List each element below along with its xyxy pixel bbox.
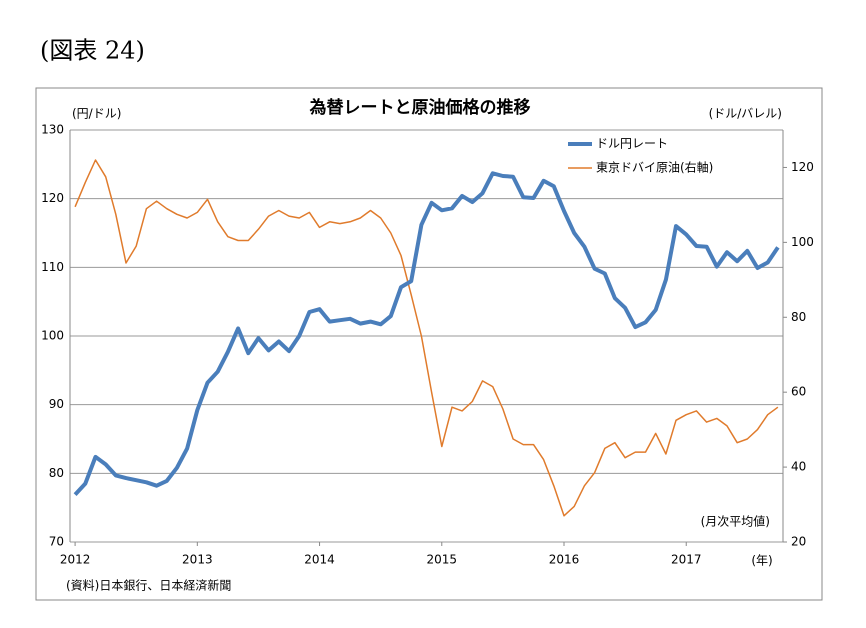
x-tick-label: 2014 bbox=[304, 553, 335, 567]
caption: (図表 24) bbox=[40, 37, 145, 65]
line-series bbox=[74, 159, 779, 517]
x-tick-label: 2016 bbox=[549, 553, 580, 567]
y2-tick-label: 20 bbox=[791, 535, 806, 549]
legend-label: ドル円レート bbox=[596, 137, 668, 151]
chart-frame bbox=[35, 87, 823, 601]
y-tick-label: 120 bbox=[41, 191, 64, 205]
x-tick-label: 2012 bbox=[60, 553, 91, 567]
y2-tick-label: 120 bbox=[791, 160, 814, 174]
y-tick-label: 130 bbox=[41, 123, 64, 137]
x-tick-label: 2013 bbox=[182, 553, 213, 567]
annotation: (月次平均値) bbox=[701, 514, 770, 529]
y-axis-label: (円/ドル) bbox=[72, 107, 121, 121]
source: (資料)日本銀行、日本経済新聞 bbox=[66, 578, 231, 593]
y-tick-label: 90 bbox=[49, 397, 64, 411]
line-series bbox=[73, 171, 780, 496]
y2-tick-label: 60 bbox=[791, 385, 806, 399]
y2-axis-label: (ドル/バレル) bbox=[709, 107, 782, 121]
annotation: (年) bbox=[751, 554, 772, 568]
x-tick-label: 2015 bbox=[427, 553, 458, 567]
y-tick-label: 80 bbox=[49, 466, 64, 480]
y-tick-label: 70 bbox=[49, 535, 64, 549]
y-tick-label: 110 bbox=[41, 260, 64, 274]
y2-tick-label: 100 bbox=[791, 235, 814, 249]
chart-title: 為替レートと原油価格の推移 bbox=[310, 97, 531, 118]
x-tick-label: 2017 bbox=[671, 553, 702, 567]
y2-tick-label: 40 bbox=[791, 460, 806, 474]
y2-tick-label: 80 bbox=[791, 310, 806, 324]
legend-label: 東京ドバイ原油(右軸) bbox=[596, 160, 713, 175]
y-tick-label: 100 bbox=[41, 329, 64, 343]
